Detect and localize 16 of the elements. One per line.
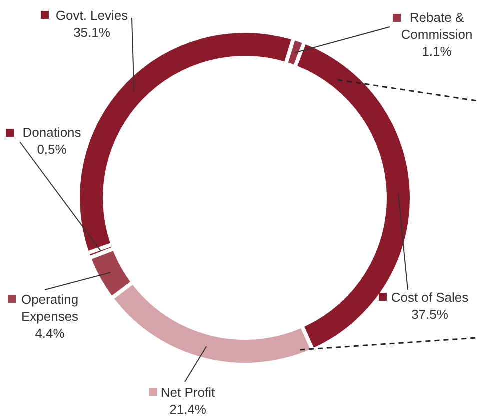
legend-label: Net Profit	[160, 385, 216, 400]
legend-label: Cost of Sales	[391, 290, 470, 305]
donut-slice	[90, 246, 112, 256]
data-label: 37.5%	[412, 307, 449, 322]
data-label: 35.1%	[74, 25, 111, 40]
donut-slice	[288, 40, 302, 65]
legend-label: Govt. Levies	[56, 8, 129, 23]
data-label: 4.4%	[35, 326, 66, 341]
donut-slice	[114, 285, 310, 363]
legend-label: Rebate & Commission	[401, 10, 473, 42]
data-label: 1.1%	[422, 44, 452, 59]
legend-label: Donations	[22, 125, 82, 140]
data-label: 21.4%	[170, 402, 207, 417]
legend-label: Operating Expenses	[21, 292, 80, 324]
data-label: 0.5%	[37, 142, 68, 157]
donut-slice	[92, 251, 130, 296]
